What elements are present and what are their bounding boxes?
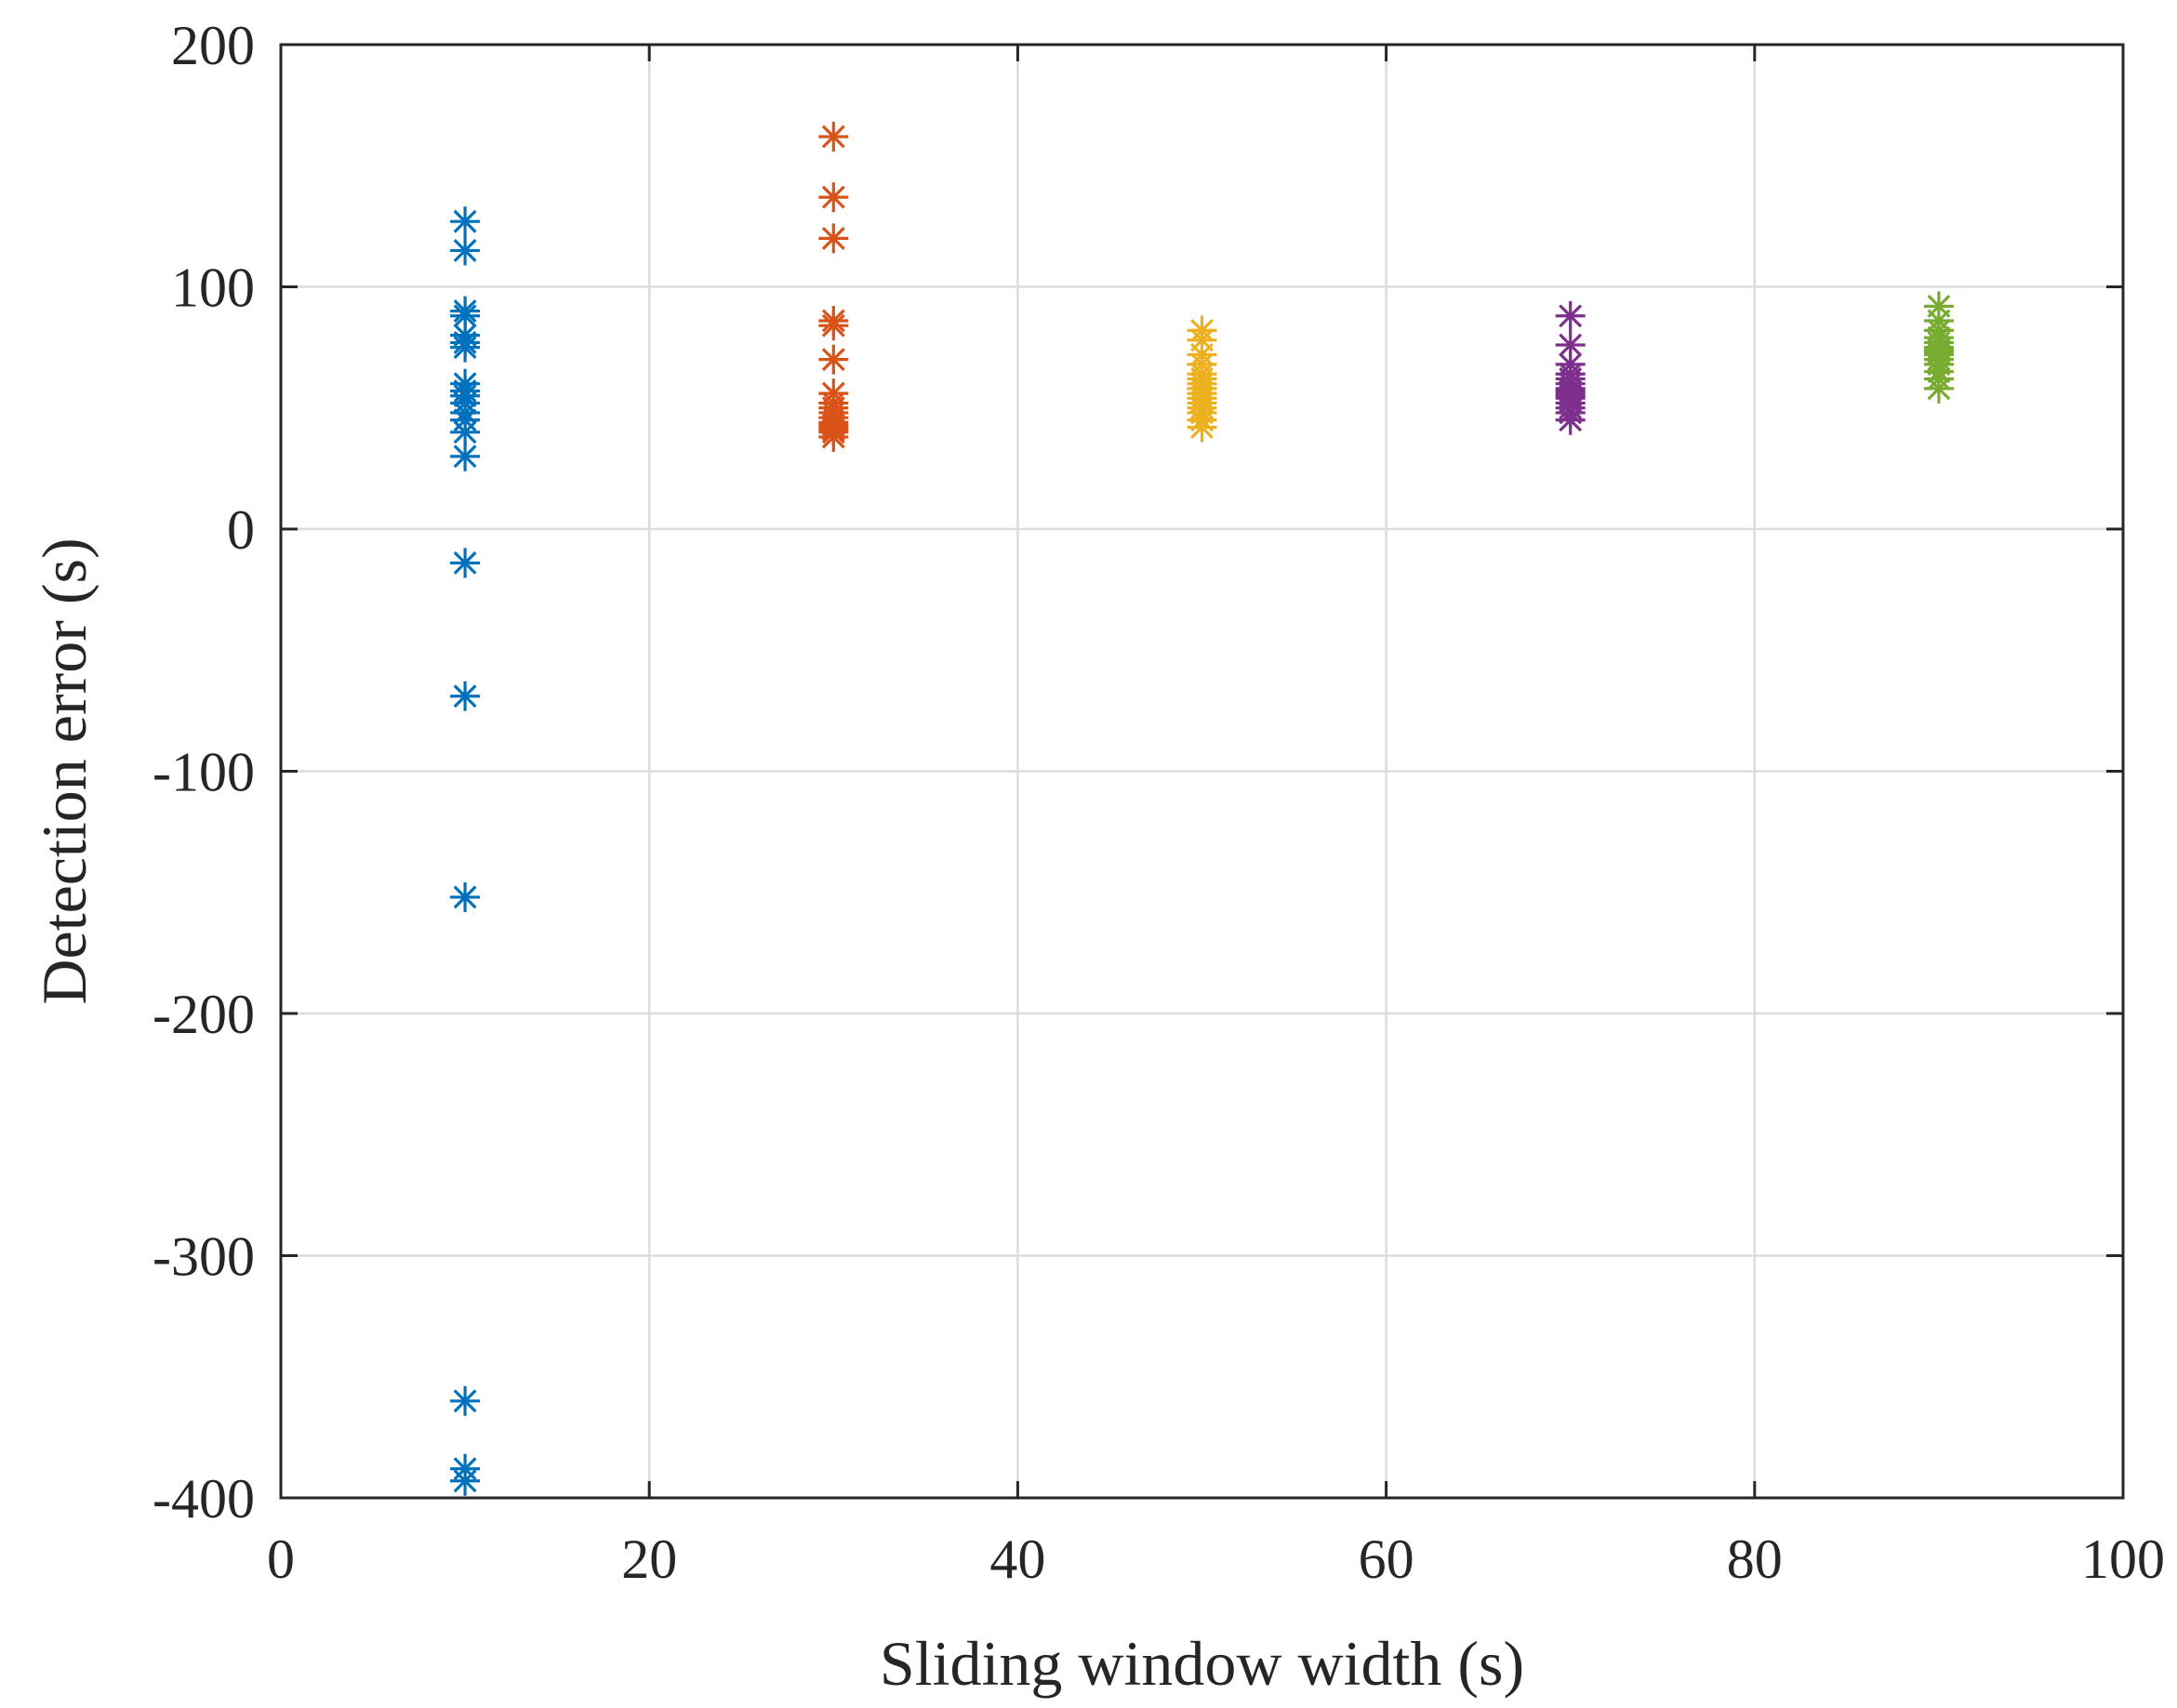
x-tick-label: 0 [267, 1529, 295, 1590]
axis-ticks [279, 43, 2125, 1500]
y-tick-label: -100 [153, 742, 255, 803]
y-tick-labels: -400 -300 -200 -100 0 100 200 [153, 15, 255, 1529]
data-point [450, 548, 481, 578]
grid-lines [281, 45, 2123, 1498]
data-point [818, 182, 849, 213]
y-tick-label: 0 [227, 499, 255, 561]
y-tick-label: -200 [153, 984, 255, 1045]
series-10-s [450, 206, 481, 1496]
x-tick-label: 40 [989, 1529, 1045, 1590]
data-point [450, 206, 481, 237]
x-tick-label: 100 [2081, 1529, 2165, 1590]
series-50-s [1187, 315, 1217, 443]
data-point [818, 223, 849, 254]
y-axis-title: Detection error (s) [29, 537, 100, 1004]
series-30-s [818, 121, 849, 453]
data-point [450, 1465, 481, 1496]
x-tick-labels: 0 20 40 60 80 100 [267, 1529, 2165, 1590]
data-point [1923, 373, 1954, 404]
data-points [450, 121, 1954, 1496]
y-tick-label: 200 [171, 15, 255, 76]
data-point [818, 121, 849, 152]
data-point [450, 1385, 481, 1416]
series-90-s [1923, 291, 1954, 404]
series-70-s [1555, 300, 1586, 435]
data-point [1187, 412, 1217, 443]
x-tick-label: 60 [1359, 1529, 1414, 1590]
x-axis-title: Sliding window width (s) [880, 1628, 1524, 1699]
data-point [450, 881, 481, 912]
data-point [818, 344, 849, 375]
data-point [1555, 330, 1586, 361]
data-point [1555, 300, 1586, 331]
data-point [450, 332, 481, 363]
data-point [818, 311, 849, 341]
y-tick-label: -400 [153, 1468, 255, 1529]
data-point [450, 441, 481, 471]
y-tick-label: -300 [153, 1226, 255, 1288]
data-point [450, 235, 481, 266]
data-point [450, 681, 481, 711]
x-tick-label: 20 [621, 1529, 677, 1590]
data-point [1555, 404, 1586, 435]
x-tick-label: 80 [1727, 1529, 1783, 1590]
y-tick-label: 100 [171, 258, 255, 319]
data-point [818, 422, 849, 453]
